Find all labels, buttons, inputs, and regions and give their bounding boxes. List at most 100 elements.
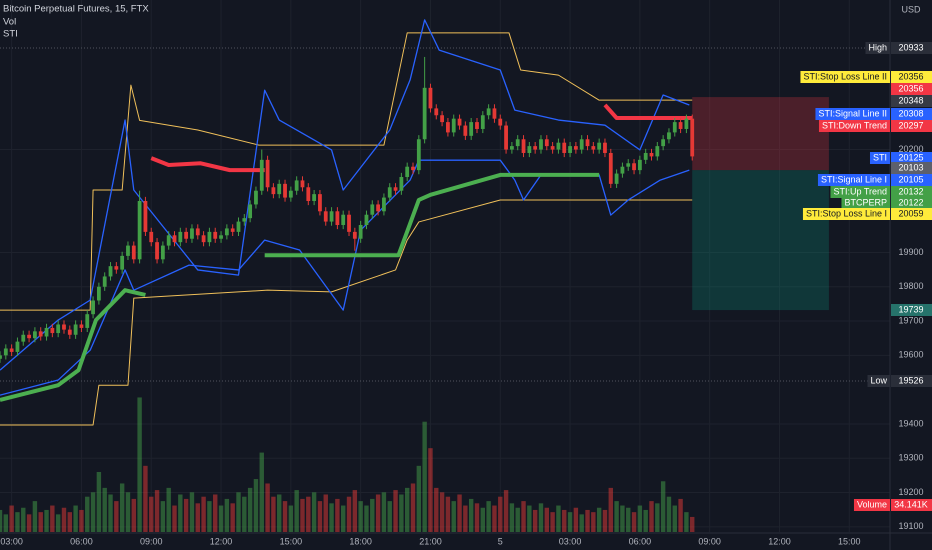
volume-bar — [311, 492, 317, 532]
candle-body — [661, 139, 666, 147]
volume-bar — [183, 498, 189, 532]
volume-bar — [55, 514, 61, 532]
candle-body — [446, 122, 450, 133]
volume-bar — [620, 505, 625, 532]
price-tag-bg — [891, 375, 932, 387]
candle-body — [591, 146, 596, 150]
y-tick-label: 19800 — [898, 281, 923, 291]
candle-body — [573, 146, 578, 150]
candle-body — [544, 139, 549, 147]
indicator-line — [0, 288, 146, 402]
volume-bar — [538, 503, 544, 532]
candle-body — [562, 142, 567, 153]
candle-body — [428, 87, 433, 109]
price-tag-bg — [891, 71, 932, 83]
volume-bar — [684, 512, 689, 532]
candle-body — [213, 231, 218, 239]
candle-body — [56, 324, 61, 334]
volume-bar — [439, 492, 445, 532]
indicator-line — [0, 199, 693, 426]
price-tag-label: STI:Up Trend — [833, 186, 887, 196]
candle-body — [21, 334, 26, 342]
price-tag-label: STI:Stop Loss Line I — [806, 208, 887, 218]
volume-bar — [15, 512, 20, 532]
volume-bar — [591, 512, 596, 532]
indicator-line — [0, 32, 693, 311]
candle-body — [358, 225, 363, 239]
volume-bar — [125, 492, 131, 532]
candle-body — [283, 183, 287, 198]
candle-body — [190, 228, 194, 239]
volume-bar — [649, 501, 654, 532]
candle-body — [637, 159, 642, 171]
volume-bar — [317, 501, 323, 532]
candle-body — [364, 214, 369, 226]
candle-body — [160, 245, 165, 260]
candle-body — [556, 142, 561, 150]
candle-body — [504, 125, 508, 150]
volume-bar — [690, 516, 695, 532]
volume-bar — [201, 496, 206, 532]
volume-bar — [282, 501, 288, 532]
volume-bar — [236, 492, 241, 532]
axes: 20200 19900 19800 19700 19600 19400 19300 19200… — [0, 144, 923, 546]
candle-body — [643, 152, 648, 160]
candle-body — [195, 228, 200, 236]
candle-body — [224, 228, 229, 236]
volume-bar — [585, 509, 590, 532]
candle-body — [672, 122, 677, 133]
price-tag-bg — [891, 108, 932, 120]
volume-bar — [259, 452, 264, 532]
volume-bar — [602, 509, 608, 532]
y-tick-label: 19600 — [898, 350, 923, 360]
price-tag-value: 20933 — [898, 42, 923, 52]
candle-body — [236, 221, 241, 232]
volume-bar — [614, 501, 619, 532]
x-tick-label: 15:00 — [280, 536, 303, 546]
volume-bar — [486, 501, 491, 532]
x-tick-label: 12:00 — [210, 536, 233, 546]
volume-bar — [137, 397, 142, 532]
volume-bar — [556, 505, 561, 532]
price-tag-value: 20132 — [898, 186, 923, 196]
candle-body — [277, 183, 282, 195]
volume-bar — [224, 498, 230, 532]
price-tag-label: STI:Stop Loss Line II — [803, 71, 887, 81]
candle-body — [486, 108, 491, 116]
volume-bar — [346, 496, 352, 532]
volume-bar — [96, 472, 102, 532]
price-tag-label-bg — [867, 375, 890, 387]
volume-bar — [131, 498, 136, 532]
price-tag-bg — [891, 174, 932, 186]
volume-bar — [90, 492, 96, 532]
volume-bar — [370, 498, 375, 532]
volume-bar — [387, 501, 392, 532]
candle-body — [387, 187, 392, 198]
volume-bar — [422, 421, 427, 532]
volume-bar — [608, 487, 613, 532]
volume-bar — [364, 505, 369, 532]
candle-body — [207, 231, 212, 243]
candle-body — [137, 201, 142, 260]
y-tick-label: 19400 — [898, 418, 923, 428]
volume-bar — [626, 507, 631, 532]
candle-body — [143, 201, 148, 232]
volume-bar — [323, 494, 328, 532]
position-loss-zone — [692, 97, 829, 171]
indicator-line — [0, 19, 690, 371]
volume-bar — [457, 494, 462, 532]
price-tag-bg — [891, 95, 932, 107]
volume-bar — [207, 501, 212, 532]
candle-body — [370, 204, 375, 215]
candle-body — [50, 327, 55, 334]
volume-bar — [463, 505, 468, 532]
price-tag-value: 19526 — [898, 375, 923, 385]
volume-bar — [358, 501, 363, 532]
volume-bar — [480, 507, 486, 532]
candle-body — [62, 324, 66, 330]
volume-bar — [428, 448, 433, 532]
volume-bar — [521, 501, 526, 532]
price-tag-value: 20308 — [898, 108, 923, 118]
volume-bar — [108, 494, 113, 532]
